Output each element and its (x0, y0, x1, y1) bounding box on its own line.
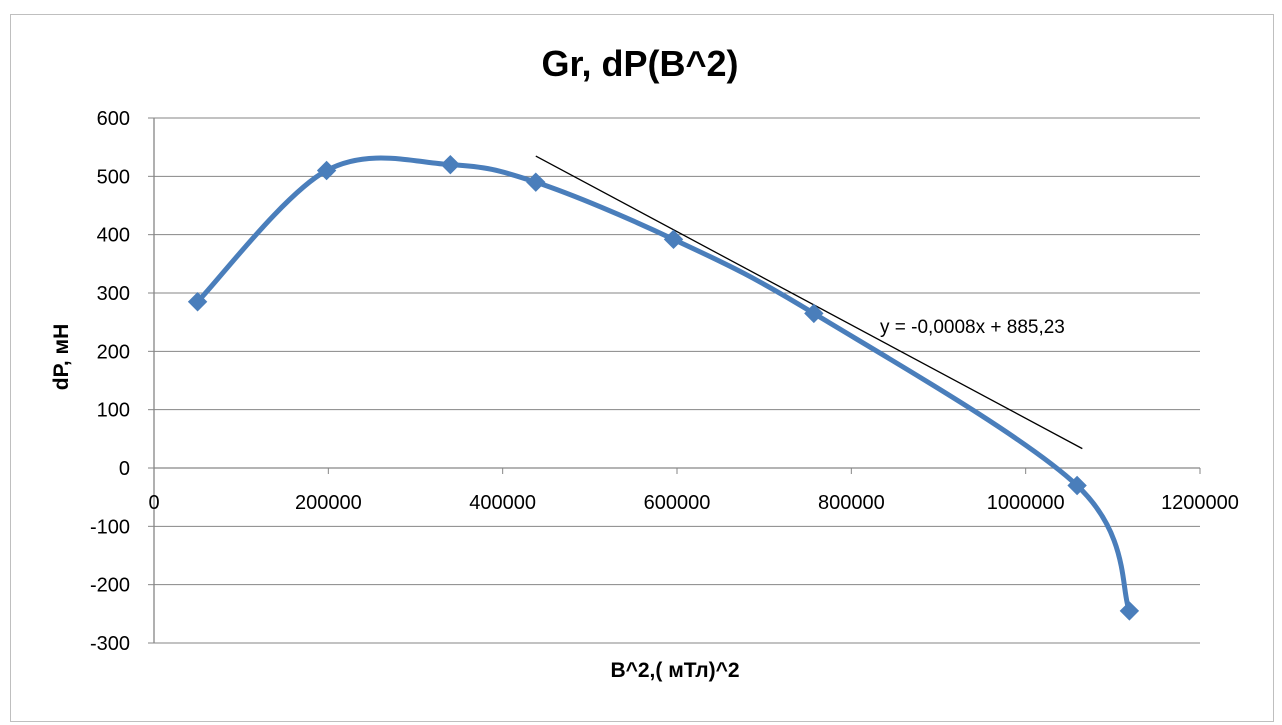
y-axis-title: dP, мН (50, 324, 73, 391)
series-layer (189, 156, 1139, 620)
y-tick-label: 200 (97, 341, 130, 363)
y-tick-label: -200 (90, 575, 130, 597)
y-tick-label: -100 (90, 516, 130, 538)
trendline-layer (536, 156, 1083, 449)
x-tick-label: 600000 (644, 492, 711, 514)
y-tick-label: 400 (97, 225, 130, 247)
y-tick-label: 300 (97, 283, 130, 305)
x-axis-title: B^2,( мТл)^2 (610, 659, 739, 682)
y-tick-label: -300 (90, 633, 130, 655)
data-point-marker[interactable] (441, 156, 459, 174)
x-tick-label: 0 (148, 492, 159, 514)
y-tick-label: 500 (97, 166, 130, 188)
gridlines (148, 118, 1200, 643)
y-tick-label: 100 (97, 400, 130, 422)
data-point-marker[interactable] (1120, 602, 1138, 620)
trendline-equation: y = -0,0008x + 885,23 (880, 317, 1065, 338)
labels-layer: 600 500 400 300 200 100 0 -100 -200 -300 0 200000 40… (90, 108, 1239, 655)
x-tick-label: 400000 (469, 492, 536, 514)
y-tick-label: 0 (119, 458, 130, 480)
y-tick-label: 600 (97, 108, 130, 130)
x-tick-label: 1200000 (1161, 492, 1239, 514)
series-line (198, 158, 1130, 611)
x-tick-label: 800000 (818, 492, 885, 514)
x-tick-label: 1000000 (987, 492, 1065, 514)
chart-title: Gr, dP(B^2) (541, 43, 738, 84)
x-tick-label: 200000 (295, 492, 362, 514)
linear-trendline (536, 156, 1083, 449)
